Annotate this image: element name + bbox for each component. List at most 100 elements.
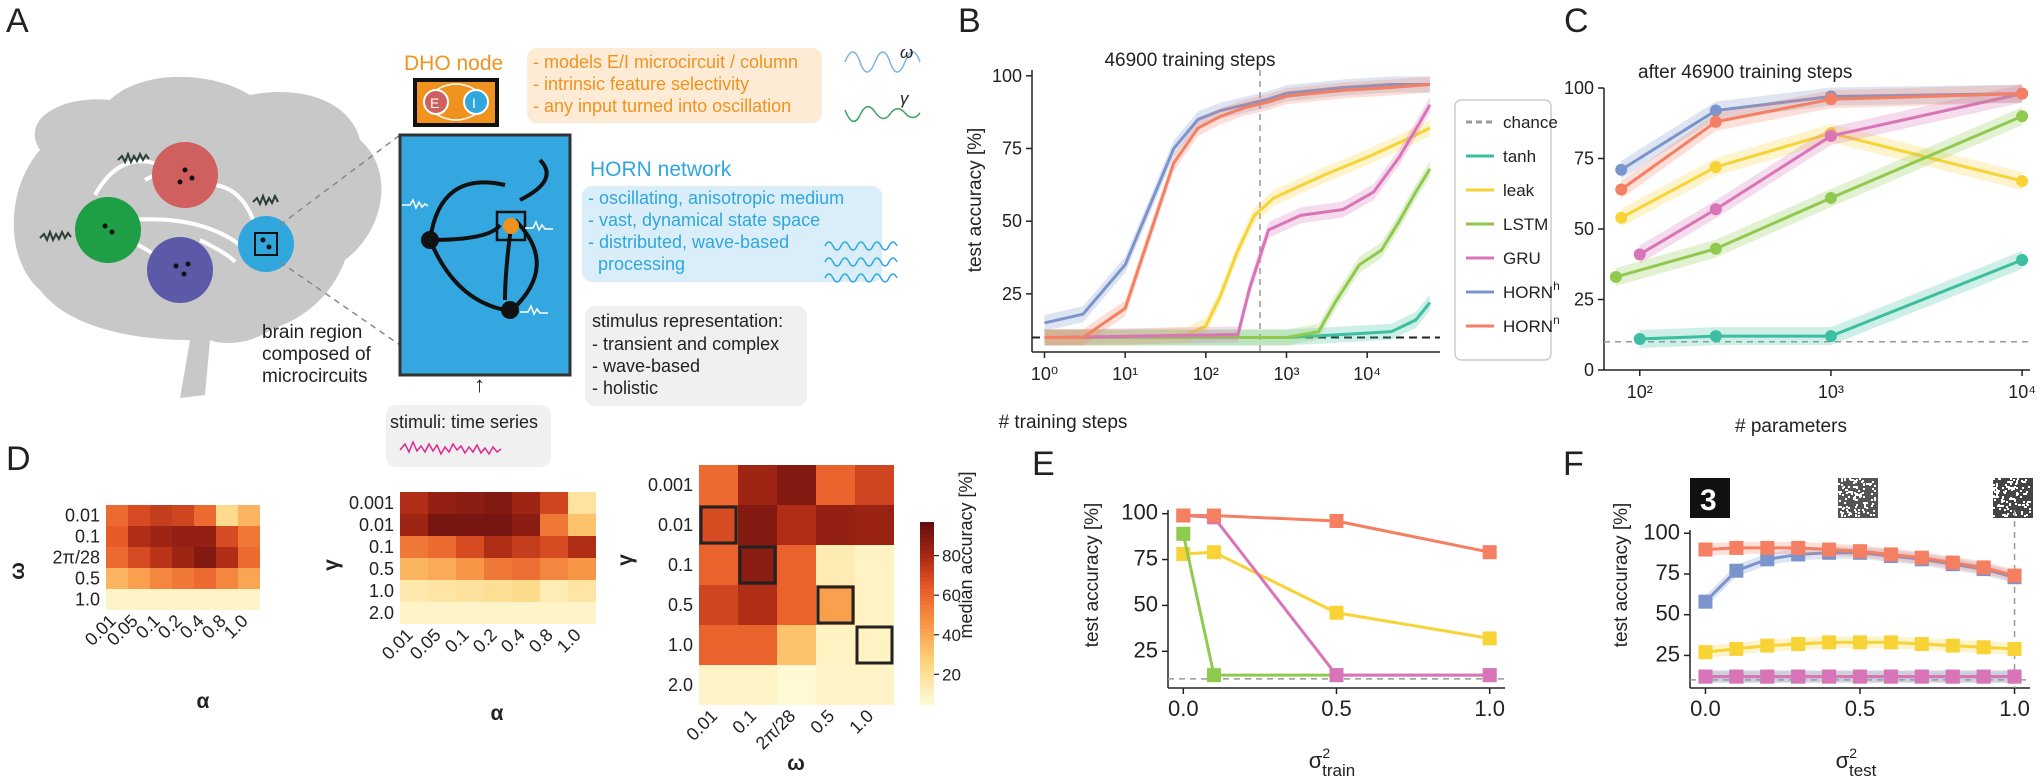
- heatmap-cell: [400, 602, 428, 624]
- legend-frame: [1454, 99, 1552, 361]
- data-point: [1853, 544, 1867, 559]
- noise-pixel: [1864, 504, 1866, 506]
- noise-pixel: [2007, 508, 2009, 510]
- noise-pixel: [1858, 490, 1860, 492]
- data-point: [1853, 635, 1867, 650]
- noise-pixel: [1843, 486, 1845, 488]
- heatmap-cell: [172, 505, 194, 526]
- noise-pixel: [1854, 480, 1856, 482]
- noise-pixel: [2011, 481, 2013, 483]
- omega-label: ω: [900, 43, 913, 62]
- noise-pixel: [1995, 487, 1997, 489]
- data-point: [1698, 542, 1713, 557]
- heatmap-cell: [777, 585, 816, 625]
- heatmap-cell: [106, 526, 128, 547]
- heatmap-row-label: 2π/28: [53, 548, 100, 568]
- noise-pixel: [2011, 489, 2013, 491]
- noise-pixel: [2009, 498, 2011, 500]
- noise-pixel: [2002, 505, 2004, 507]
- heatmap-cell: [128, 547, 150, 568]
- colorbar-segment: [920, 577, 934, 583]
- y-tick-label: 50: [1134, 591, 1158, 616]
- colorbar-segment: [920, 549, 934, 555]
- noise-pixel: [1872, 488, 1874, 490]
- heatmap-cell: [738, 505, 777, 545]
- heatmap-d1: ω α 0.010.12π/280.51.00.010.050.10.20.40…: [6, 505, 260, 713]
- heatmap-cell: [568, 514, 596, 536]
- heatmap-col-label: 0.8: [525, 625, 557, 657]
- panel-label-e: E: [1032, 445, 1055, 483]
- heatmap-row-label: 0.001: [648, 475, 693, 495]
- x-tick-label: 1.0: [1474, 696, 1505, 721]
- heatmap-cell: [540, 536, 568, 558]
- x-tick-label: 0.0: [1168, 696, 1199, 721]
- heatmap-cell: [456, 558, 484, 580]
- chart-c: after 46900 training steps # parameters …: [1564, 62, 2036, 437]
- heatmap-cell: [816, 625, 855, 665]
- noise-pixel: [2020, 490, 2022, 492]
- noise-pixel: [1853, 486, 1855, 488]
- x-tick-label: 0.5: [1845, 696, 1876, 721]
- brain-region-line-1: brain region: [262, 322, 362, 343]
- noise-pixel: [1842, 512, 1844, 514]
- colorbar-segment: [920, 565, 934, 571]
- noise-pixel: [2002, 487, 2004, 489]
- heatmap-cell: [128, 568, 150, 589]
- noise-pixel: [2007, 481, 2009, 483]
- data-point: [1615, 163, 1628, 176]
- dho-bullet-1: - models E/I microcircuit / column: [533, 52, 798, 72]
- stim-rep-title: stimulus representation:: [592, 311, 783, 331]
- y-tick-label: 25: [1002, 284, 1022, 304]
- colorbar-segment: [920, 541, 934, 547]
- y-tick-label: 100: [1564, 78, 1594, 98]
- d3-xlabel: ω: [787, 752, 805, 775]
- colorbar-segment: [920, 632, 934, 638]
- noise-pixel: [1998, 478, 2000, 480]
- noise-pixel: [1841, 480, 1843, 482]
- heatmap-row-label: 0.001: [349, 493, 394, 513]
- network-node-1: [421, 231, 439, 249]
- noise-pixel: [2016, 482, 2018, 484]
- noise-pixel: [1849, 512, 1851, 514]
- data-point: [2007, 669, 2022, 684]
- noise-pixel: [1869, 484, 1871, 486]
- heatmap-cell: [512, 558, 540, 580]
- noise-pixel: [1860, 493, 1862, 495]
- heatmap-cell: [400, 558, 428, 580]
- noise-pixel: [2017, 478, 2019, 480]
- stim-rep-bullet-3: - holistic: [592, 378, 658, 398]
- colorbar-segment: [920, 557, 934, 563]
- data-point: [1883, 635, 1898, 650]
- colorbar-segment: [920, 648, 934, 654]
- noise-pixel: [2008, 488, 2010, 490]
- noise-pixel: [1842, 508, 1844, 510]
- heatmap-cell: [238, 547, 260, 568]
- data-point: [1698, 594, 1713, 609]
- stimulus-trace: [399, 440, 502, 456]
- heatmap-cell: [855, 505, 894, 545]
- noise-pixel: [1874, 490, 1876, 492]
- heatmap-cell: [428, 558, 456, 580]
- heatmap-row-label: 0.1: [369, 537, 394, 557]
- heatmap-cell: [172, 568, 194, 589]
- colorbar-segment: [920, 581, 934, 587]
- colorbar-segment: [920, 640, 934, 646]
- y-tick-label: 50: [1574, 219, 1594, 239]
- noise-pixel: [1841, 515, 1843, 517]
- data-point: [1329, 514, 1344, 529]
- noise-pixel: [2002, 496, 2004, 498]
- heatmap-col-label: 0.5: [806, 706, 838, 738]
- noise-pixel: [1870, 514, 1872, 516]
- heatmap-col-label: 0.1: [441, 625, 473, 657]
- stim-rep-bullet-1: - transient and complex: [592, 334, 779, 354]
- colorbar-segment: [920, 533, 934, 539]
- heatmap-cell: [106, 505, 128, 526]
- noise-pixel: [2026, 491, 2028, 493]
- colorbar-segment: [920, 656, 934, 662]
- heatmap-col-label: 2π/28: [752, 706, 800, 754]
- output-wave-2: [520, 304, 548, 316]
- noise-pixel: [2001, 499, 2003, 501]
- dho-i-label: I: [472, 95, 476, 111]
- heatmap-cell: [540, 602, 568, 624]
- data-point: [1709, 203, 1722, 216]
